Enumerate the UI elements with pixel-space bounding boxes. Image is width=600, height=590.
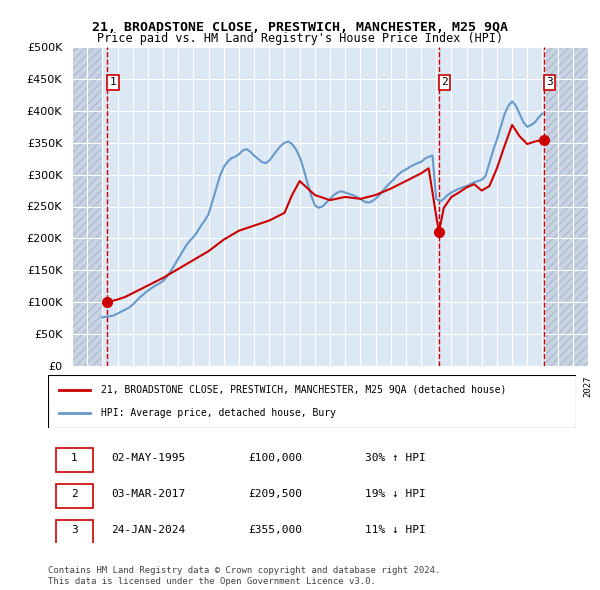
Text: 11% ↓ HPI: 11% ↓ HPI xyxy=(365,525,425,535)
Bar xyxy=(72,47,103,366)
Text: 02-MAY-1995: 02-MAY-1995 xyxy=(112,453,185,463)
Text: 19% ↓ HPI: 19% ↓ HPI xyxy=(365,489,425,499)
Text: 24-JAN-2024: 24-JAN-2024 xyxy=(112,525,185,535)
FancyBboxPatch shape xyxy=(56,484,93,508)
Bar xyxy=(545,47,588,366)
FancyBboxPatch shape xyxy=(56,448,93,472)
Text: 3: 3 xyxy=(546,77,553,87)
Text: 03-MAR-2017: 03-MAR-2017 xyxy=(112,489,185,499)
FancyBboxPatch shape xyxy=(56,520,93,544)
Text: 1: 1 xyxy=(110,77,116,87)
Text: £355,000: £355,000 xyxy=(248,525,302,535)
Text: Price paid vs. HM Land Registry's House Price Index (HPI): Price paid vs. HM Land Registry's House … xyxy=(97,32,503,45)
Text: 1: 1 xyxy=(71,453,78,463)
Text: £100,000: £100,000 xyxy=(248,453,302,463)
Text: HPI: Average price, detached house, Bury: HPI: Average price, detached house, Bury xyxy=(101,408,336,418)
Text: 30% ↑ HPI: 30% ↑ HPI xyxy=(365,453,425,463)
Text: 2: 2 xyxy=(71,489,78,499)
Text: £209,500: £209,500 xyxy=(248,489,302,499)
Text: 21, BROADSTONE CLOSE, PRESTWICH, MANCHESTER, M25 9QA: 21, BROADSTONE CLOSE, PRESTWICH, MANCHES… xyxy=(92,21,508,34)
Text: 3: 3 xyxy=(71,525,78,535)
FancyBboxPatch shape xyxy=(48,375,576,428)
Text: 21, BROADSTONE CLOSE, PRESTWICH, MANCHESTER, M25 9QA (detached house): 21, BROADSTONE CLOSE, PRESTWICH, MANCHES… xyxy=(101,385,506,395)
Text: 2: 2 xyxy=(441,77,448,87)
Text: Contains HM Land Registry data © Crown copyright and database right 2024.
This d: Contains HM Land Registry data © Crown c… xyxy=(48,566,440,586)
